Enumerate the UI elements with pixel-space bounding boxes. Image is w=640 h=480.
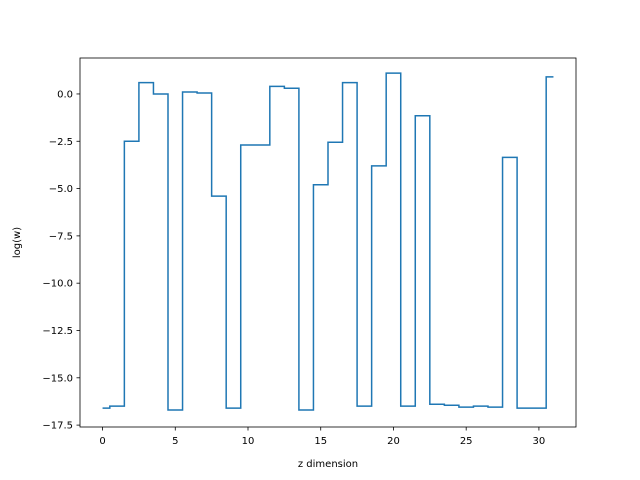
y-tick-label: −10.0 [42, 279, 73, 290]
y-tick-label: −17.5 [42, 421, 73, 432]
x-axis-ticks: 0 5 10 15 20 25 30 [99, 427, 545, 447]
series-layer [102, 72, 554, 411]
y-tick-label: −2.5 [49, 137, 73, 148]
series-line-0 [102, 72, 554, 411]
x-axis-label: z dimension [298, 459, 358, 470]
y-axis-ticks: 0.0 −2.5 −5.0 −7.5 −10.0 −12.5 −15.0 −17.5 [42, 89, 80, 432]
x-tick-label: 15 [314, 436, 327, 447]
x-tick-label: 30 [533, 436, 546, 447]
y-axis-label: log(w) [12, 227, 23, 258]
x-tick-label: 25 [460, 436, 473, 447]
x-tick-label: 20 [387, 436, 400, 447]
y-tick-label: −5.0 [49, 184, 73, 195]
y-tick-label: −15.0 [42, 373, 73, 384]
y-tick-label: 0.0 [57, 89, 73, 100]
plot-frame [79, 57, 577, 428]
x-tick-label: 5 [172, 436, 178, 447]
x-tick-label: 0 [99, 436, 105, 447]
y-tick-label: −12.5 [42, 326, 73, 337]
x-tick-label: 10 [242, 436, 255, 447]
y-tick-label: −7.5 [49, 231, 73, 242]
